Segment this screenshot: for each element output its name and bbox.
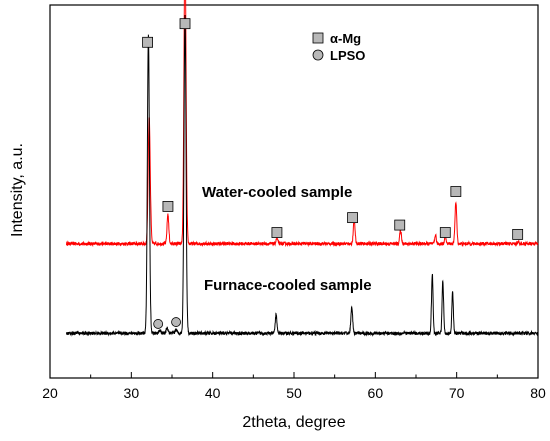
water-cooled-trace — [66, 0, 539, 248]
x-axis-ticks: 20 30 40 50 60 70 80 — [42, 372, 546, 401]
alpha-mg-marker — [512, 228, 524, 240]
furnace-cooled-annotation: Furnace-cooled sample — [204, 277, 372, 294]
alpha-mg-marker — [439, 227, 451, 238]
legend-alpha-mg-label: α-Mg — [330, 31, 361, 46]
alpha-mg-marker — [347, 212, 358, 224]
x-tick-label: 80 — [530, 385, 546, 401]
x-tick-label: 60 — [368, 385, 384, 401]
x-tick-label: 30 — [124, 385, 140, 401]
x-tick-label: 50 — [286, 385, 302, 401]
x-tick-label: 70 — [449, 385, 465, 401]
lpso-marker — [171, 317, 181, 327]
legend-alpha-mg-marker — [312, 32, 324, 44]
alpha-mg-marker — [450, 186, 462, 197]
lpso-marker — [153, 319, 164, 329]
alpha-mg-marker — [179, 18, 191, 30]
x-tick-label: 40 — [205, 385, 221, 401]
water-cooled-annotation: Water-cooled sample — [202, 184, 352, 201]
series-layer — [66, 0, 539, 337]
y-axis-title: Intensity, a.u. — [9, 143, 26, 237]
alpha-mg-marker — [271, 227, 283, 238]
alpha-mg-marker — [394, 219, 406, 231]
furnace-cooled-trace — [66, 14, 539, 337]
alpha-mg-marker — [162, 201, 174, 212]
plot-area: 20 30 40 50 60 70 80 — [42, 0, 546, 401]
legend-lpso-label: LPSO — [330, 48, 365, 63]
x-tick-label: 20 — [42, 385, 58, 401]
alpha-mg-marker — [142, 36, 154, 48]
legend: α-Mg LPSO — [312, 31, 365, 63]
legend-lpso-marker — [312, 49, 324, 61]
x-axis-title: 2theta, degree — [242, 414, 345, 431]
marker-layer — [142, 18, 524, 329]
